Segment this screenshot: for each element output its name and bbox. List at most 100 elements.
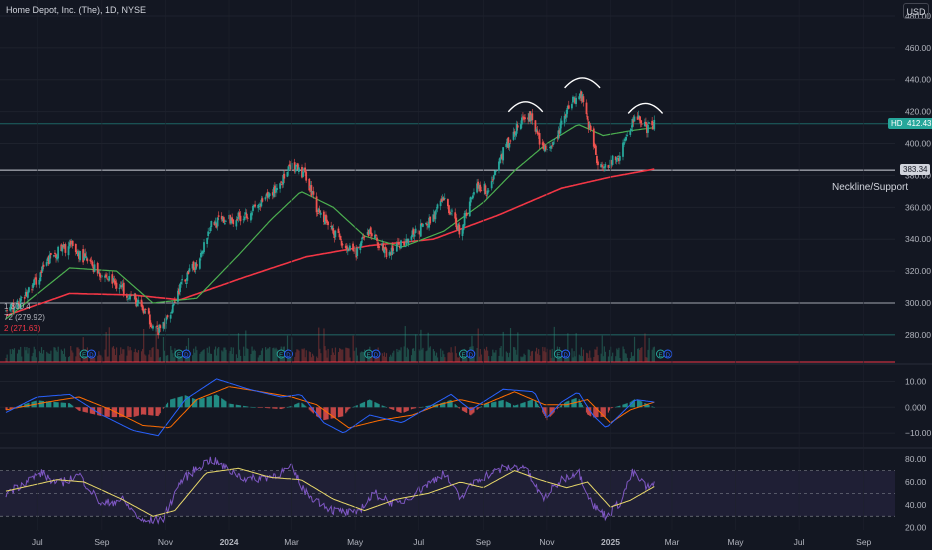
candle-body — [210, 221, 213, 228]
candle-body — [108, 276, 111, 281]
volume-bar — [320, 353, 322, 362]
macd-histogram-bar — [100, 407, 102, 416]
candle-body — [63, 244, 66, 247]
candle-body — [565, 109, 568, 118]
volume-bar — [258, 355, 260, 362]
candle-body — [223, 223, 226, 225]
volume-bar — [208, 346, 210, 362]
volume-bar — [167, 355, 169, 362]
candle-body — [485, 195, 488, 196]
macd-histogram-bar — [11, 407, 13, 408]
macd-histogram-bar — [582, 406, 584, 408]
candle-body — [56, 256, 58, 260]
volume-bar — [21, 356, 23, 362]
volume-bar — [216, 355, 218, 362]
macd-histogram-bar — [178, 397, 180, 408]
volume-bar — [237, 333, 240, 362]
macd-histogram-bar — [363, 401, 366, 408]
volume-bar — [99, 354, 101, 362]
candle-body — [157, 327, 160, 336]
candle-body — [448, 205, 450, 214]
volume-bar — [203, 349, 205, 362]
volume-bar — [218, 347, 220, 362]
candle-body — [421, 223, 424, 227]
volume-bar — [54, 347, 56, 362]
volume-bar — [302, 349, 304, 362]
macd-histogram-bar — [377, 403, 379, 408]
volume-bar — [480, 354, 482, 362]
volume-bar — [347, 348, 349, 362]
macd-histogram-bar — [302, 403, 304, 408]
candle-body — [653, 119, 656, 130]
marker-letter: D — [184, 353, 189, 359]
macd-histogram-bar — [471, 407, 473, 415]
candle-body — [266, 192, 269, 198]
macd-histogram-bar — [625, 403, 627, 408]
candle-body — [501, 154, 503, 160]
volume-bar — [527, 349, 529, 362]
candle-body — [391, 245, 394, 251]
volume-bar — [245, 330, 247, 362]
volume-bar — [623, 349, 625, 362]
macd-histogram-bar — [25, 403, 27, 408]
candle-body — [6, 310, 8, 312]
macd-histogram-bar — [187, 396, 189, 408]
currency-button[interactable]: USD — [903, 3, 929, 19]
candle-body — [317, 208, 320, 213]
price-tick-label: 460.00 — [905, 43, 931, 53]
candle-body — [476, 183, 478, 193]
candle-body — [516, 125, 519, 128]
macd-histogram-bar — [245, 406, 247, 408]
volume-bar — [247, 348, 249, 362]
macd-histogram-bar — [21, 405, 23, 408]
macd-histogram-bar — [361, 402, 364, 408]
macd-histogram-bar — [536, 403, 539, 408]
volume-bar — [199, 353, 201, 362]
macd-histogram-bar — [631, 400, 633, 408]
macd-histogram-bar — [150, 407, 152, 416]
macd-histogram-bar — [501, 400, 503, 408]
candle-body — [611, 155, 614, 165]
macd-histogram-bar — [49, 401, 51, 408]
macd-histogram-bar — [581, 404, 583, 408]
price-tick-label: 280.00 — [905, 330, 931, 340]
macd-histogram-bar — [369, 399, 371, 408]
candle-body — [104, 275, 106, 278]
macd-histogram-bar — [203, 397, 205, 408]
macd-histogram-bar — [276, 407, 278, 409]
volume-bar — [272, 348, 274, 362]
candle-body — [162, 321, 165, 329]
candle-body — [201, 251, 203, 255]
macd-histogram-bar — [597, 407, 599, 418]
volume-bar — [196, 350, 198, 362]
candle-body — [258, 204, 261, 206]
volume-bar — [304, 357, 306, 362]
macd-histogram-bar — [618, 405, 620, 408]
time-tick-label: Jul — [413, 537, 424, 547]
macd-histogram-bar — [216, 395, 219, 408]
macd-histogram-bar — [478, 407, 480, 409]
volume-bar — [348, 348, 350, 362]
candle-body — [615, 157, 618, 162]
candle-body — [527, 117, 530, 120]
volume-bar — [580, 347, 582, 362]
volume-bar — [16, 353, 19, 362]
candle-body — [536, 130, 539, 134]
macd-histogram-bar — [106, 407, 108, 417]
marker-letter: D — [89, 353, 94, 359]
time-tick-label: 2024 — [220, 537, 239, 547]
macd-histogram-bar — [200, 398, 202, 408]
candle-body — [140, 299, 143, 307]
macd-histogram-bar — [172, 398, 174, 408]
candle-body — [384, 246, 387, 250]
macd-histogram-bar — [12, 407, 14, 408]
macd-histogram-bar — [530, 399, 532, 408]
candle-body — [382, 243, 385, 252]
candle-body — [9, 307, 12, 311]
volume-bar — [573, 351, 575, 362]
candle-body — [640, 123, 643, 125]
candle-body — [544, 145, 547, 150]
candle-body — [207, 231, 210, 237]
candle-body — [637, 115, 640, 119]
